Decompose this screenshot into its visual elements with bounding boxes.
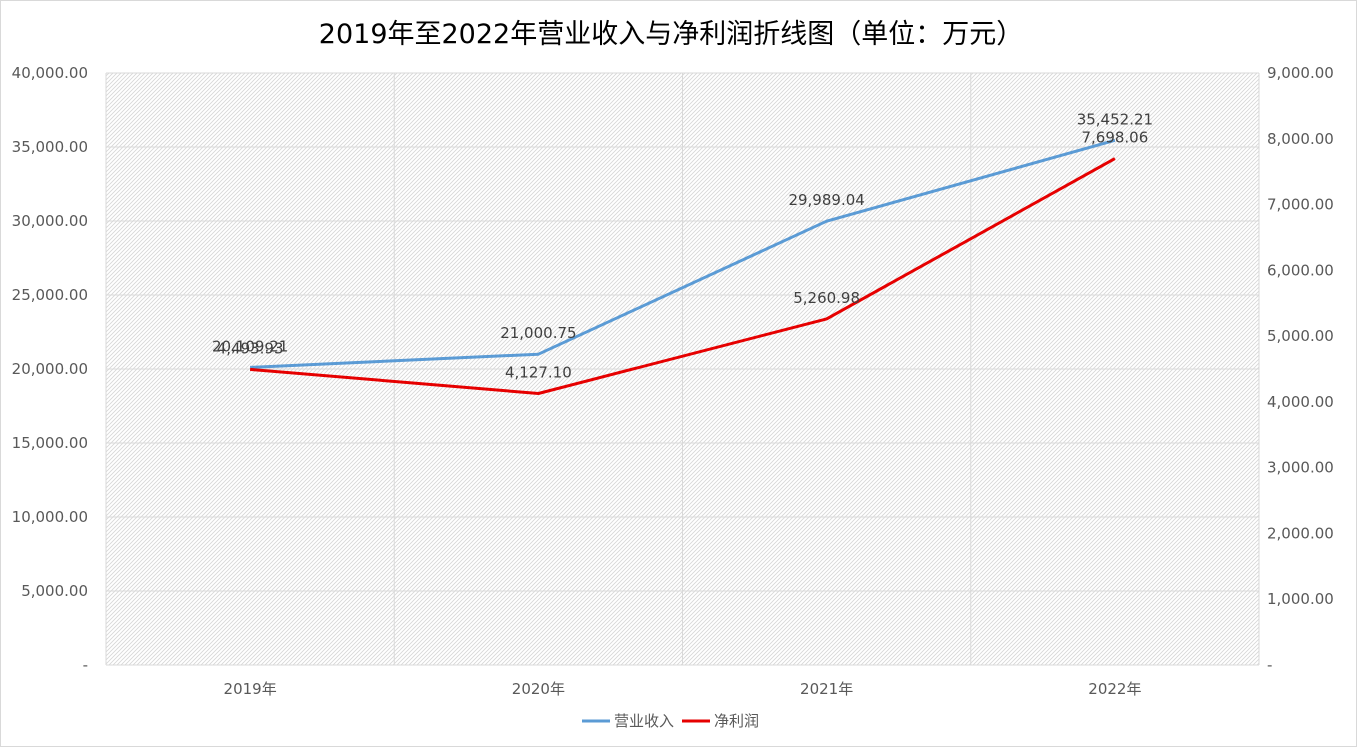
series (249, 138, 1116, 395)
legend: 营业收入 净利润 (582, 712, 759, 730)
data-label: 29,989.04 (788, 191, 864, 209)
y-left-tick-label: 20,000.00 (12, 360, 88, 378)
y-left-tick-label: 40,000.00 (12, 64, 88, 82)
y-right-tick-label: 9,000.00 (1267, 64, 1334, 82)
x-tick-label: 2022年 (1088, 680, 1141, 698)
legend-label: 净利润 (714, 712, 759, 730)
y-left-tick-label: - (83, 656, 88, 674)
axes: - 5,000.00 10,000.00 15,000.00 20,000.00 25,0… (12, 64, 1334, 698)
y-right-tick-label: 2,000.00 (1267, 524, 1334, 542)
y-left-tick-label: 5,000.00 (21, 582, 88, 600)
series-line-2 (249, 157, 1116, 395)
data-labels: 20,109.21 21,000.75 29,989.04 35,452.21 4,49… (212, 110, 1153, 381)
y-right-tick-label: 6,000.00 (1267, 261, 1334, 279)
gridlines (105, 72, 1260, 666)
data-label: 7,698.06 (1081, 129, 1148, 147)
y-right-tick-label: 3,000.00 (1267, 459, 1334, 477)
data-label: 4,493.93 (217, 339, 284, 357)
legend-label: 营业收入 (614, 712, 674, 730)
y-right-tick-label: - (1267, 656, 1272, 674)
data-label: 21,000.75 (500, 324, 576, 342)
y-left-tick-label: 25,000.00 (12, 286, 88, 304)
data-label: 20,109.21 (212, 337, 288, 355)
y-right-tick-label: 7,000.00 (1267, 196, 1334, 214)
y-right-tick-label: 1,000.00 (1267, 590, 1334, 608)
y-right-tick-label: 8,000.00 (1267, 130, 1334, 148)
y-left-tick-label: 30,000.00 (12, 212, 88, 230)
x-tick-label: 2021年 (800, 680, 853, 698)
series-line-1 (250, 138, 1116, 369)
chart-title: 2019年至2022年营业收入与净利润折线图（单位：万元） (319, 19, 1023, 50)
y-right-tick-label: 4,000.00 (1267, 393, 1334, 411)
y-left-tick-label: 35,000.00 (12, 138, 88, 156)
y-left-tick-label: 15,000.00 (12, 434, 88, 452)
data-label: 35,452.21 (1077, 110, 1153, 128)
y-left-tick-label: 10,000.00 (12, 508, 88, 526)
data-label: 4,127.10 (505, 364, 572, 382)
x-tick-label: 2020年 (512, 680, 565, 698)
y-right-tick-label: 5,000.00 (1267, 327, 1334, 345)
x-tick-label: 2019年 (224, 680, 277, 698)
data-label: 5,260.98 (793, 289, 860, 307)
